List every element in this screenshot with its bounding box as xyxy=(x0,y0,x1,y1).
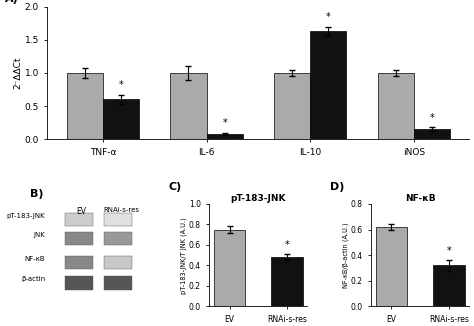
Text: *: * xyxy=(118,80,123,90)
Title: NF-κB: NF-κB xyxy=(405,194,436,203)
Text: D): D) xyxy=(330,182,344,192)
Bar xyxy=(433,265,465,306)
Bar xyxy=(65,256,92,269)
Text: *: * xyxy=(429,112,434,123)
Text: *: * xyxy=(222,118,227,128)
Text: C): C) xyxy=(168,182,182,192)
Y-axis label: pT-183-JNK/T JNK (A.U.): pT-183-JNK/T JNK (A.U.) xyxy=(181,217,187,293)
Bar xyxy=(310,31,346,139)
Bar xyxy=(375,227,407,306)
Text: JNK: JNK xyxy=(34,232,46,238)
Bar xyxy=(104,232,132,245)
Bar xyxy=(66,73,103,139)
Bar xyxy=(65,276,92,289)
Bar xyxy=(207,134,243,139)
Bar xyxy=(170,73,207,139)
Bar xyxy=(271,257,303,306)
Text: β-actin: β-actin xyxy=(21,276,46,282)
Bar xyxy=(414,129,450,139)
Text: EV: EV xyxy=(77,207,87,216)
Bar xyxy=(65,213,92,226)
Title: pT-183-JNK: pT-183-JNK xyxy=(230,194,286,203)
Y-axis label: NF-κB/β-actin (A.U.): NF-κB/β-actin (A.U.) xyxy=(343,222,349,288)
Bar xyxy=(104,213,132,226)
Bar xyxy=(274,73,310,139)
Text: NF-κB: NF-κB xyxy=(25,256,46,262)
Bar xyxy=(103,99,139,139)
Bar xyxy=(104,256,132,269)
Text: *: * xyxy=(326,12,331,22)
Text: B): B) xyxy=(30,189,43,199)
Text: *: * xyxy=(447,246,451,257)
Text: *: * xyxy=(285,240,290,250)
Text: RNAi-s-res: RNAi-s-res xyxy=(103,207,139,213)
Y-axis label: 2⁻ΔΔCt: 2⁻ΔΔCt xyxy=(13,57,22,89)
Text: A): A) xyxy=(5,0,19,4)
Bar xyxy=(104,276,132,289)
Bar xyxy=(65,232,92,245)
Bar xyxy=(214,230,246,306)
Bar xyxy=(377,73,414,139)
Text: pT-183-JNK: pT-183-JNK xyxy=(7,213,46,219)
